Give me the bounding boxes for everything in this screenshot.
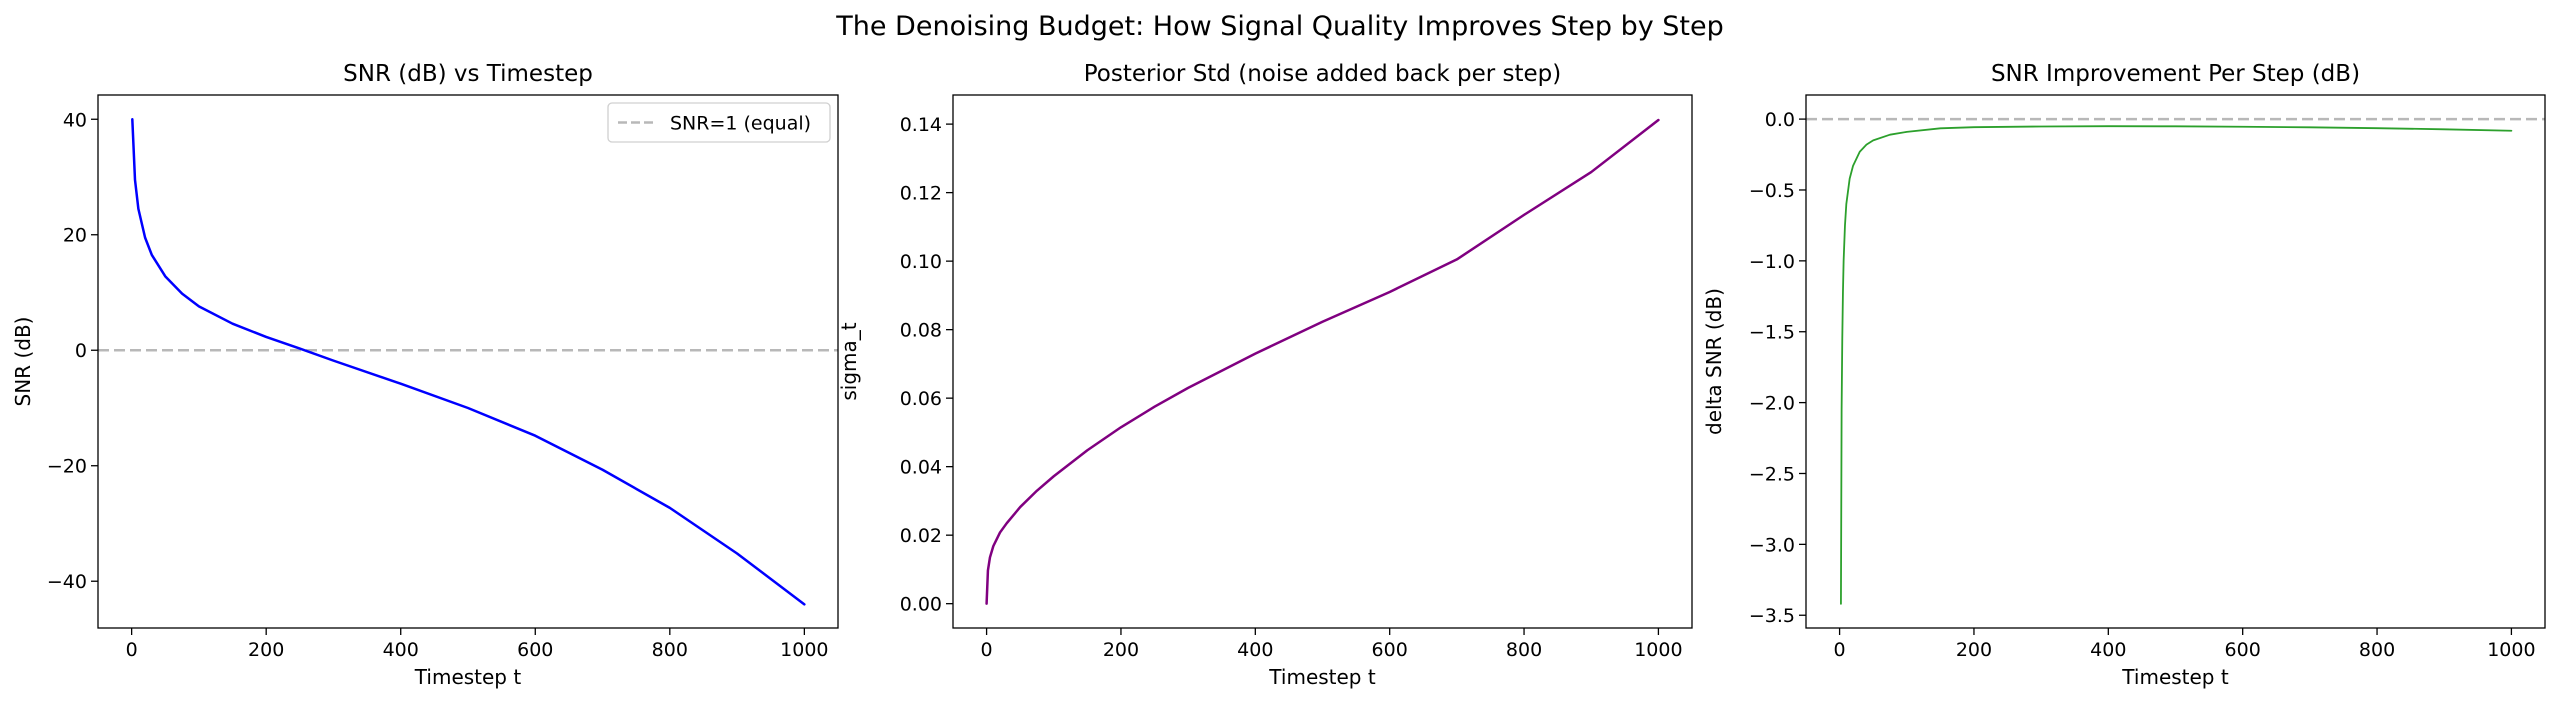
chart-posterior-std-ytick-label: 0.02	[900, 525, 942, 547]
chart-snr-xtick-label: 200	[248, 639, 284, 661]
chart-posterior-std-xtick-label: 1000	[1634, 639, 1682, 661]
chart-posterior-std-xtick-label: 200	[1103, 639, 1139, 661]
chart-snr-ytick-label: −20	[47, 456, 87, 478]
chart-posterior-std-xtick-label: 400	[1237, 639, 1273, 661]
chart-snr-improvement-ytick-label: −3.0	[1749, 534, 1795, 556]
chart-posterior-std-series-line-0	[985, 118, 1660, 605]
chart-snr-ytick-label: 0	[75, 340, 87, 362]
chart-posterior-std-xtick-label: 0	[981, 639, 993, 661]
chart-snr-improvement-xlabel: Timestep t	[2121, 665, 2229, 689]
chart-snr-legend: SNR=1 (equal)	[607, 102, 831, 143]
chart-snr-improvement-ytick-label: −2.5	[1749, 463, 1795, 485]
chart-snr-improvement-xtick-label: 800	[2359, 639, 2395, 661]
chart-snr-ylabel: SNR (dB)	[11, 317, 35, 407]
chart-posterior-std-ytick-label: 0.06	[900, 388, 942, 410]
chart-snr-improvement-ylabel: delta SNR (dB)	[1702, 288, 1726, 435]
chart-snr-ytick-label: 40	[63, 109, 87, 131]
chart-snr-xtick-label: 400	[383, 639, 419, 661]
chart-snr-xtick-label: 0	[126, 639, 138, 661]
chart-snr-improvement-xtick-label: 200	[1956, 639, 1992, 661]
chart-snr-improvement-xtick-label: 400	[2090, 639, 2126, 661]
chart-snr-xtick-label: 800	[652, 639, 688, 661]
figure-suptitle: The Denoising Budget: How Signal Quality…	[835, 11, 1724, 42]
chart-snr-improvement-axes-frame	[1805, 94, 2546, 629]
chart-posterior-std-ytick-label: 0.14	[900, 114, 942, 136]
chart-posterior-std-ytick-label: 0.10	[900, 251, 942, 273]
chart-posterior-std-ytick-label: 0.04	[900, 457, 942, 479]
chart-snr-improvement-title: SNR Improvement Per Step (dB)	[1991, 61, 2360, 87]
chart-snr-ytick-label: 20	[63, 225, 87, 247]
chart-posterior-std-title: Posterior Std (noise added back per step…	[1084, 61, 1562, 87]
chart-posterior-std-axes-frame	[952, 94, 1693, 629]
chart-snr-axes-frame	[97, 94, 839, 629]
chart-snr-improvement-ytick-label: −3.5	[1749, 605, 1795, 627]
chart-snr-improvement-ytick-label: 0.0	[1765, 109, 1795, 131]
chart-snr-improvement-ytick-label: −1.5	[1749, 322, 1795, 344]
chart-snr-improvement-xtick-label: 0	[1834, 639, 1846, 661]
chart-posterior-std-xlabel: Timestep t	[1268, 665, 1376, 689]
chart-snr-legend-label: SNR=1 (equal)	[670, 113, 811, 135]
chart-posterior-std-ytick-label: 0.08	[900, 320, 942, 342]
chart-snr-xlabel: Timestep t	[414, 665, 522, 689]
chart-snr-xtick-label: 1000	[780, 639, 828, 661]
chart-snr-improvement-ytick-label: −2.0	[1749, 393, 1795, 415]
chart-snr-improvement-xtick-label: 1000	[2487, 639, 2535, 661]
chart-snr-title: SNR (dB) vs Timestep	[343, 61, 593, 87]
chart-posterior-std-ytick-label: 0.12	[900, 183, 942, 205]
chart-snr-improvement-xtick-label: 600	[2225, 639, 2261, 661]
chart-snr-improvement-ytick-label: −0.5	[1749, 180, 1795, 202]
chart-posterior-std-xtick-label: 600	[1372, 639, 1408, 661]
chart-snr-ytick-label: −40	[47, 571, 87, 593]
chart-snr-xtick-label: 600	[517, 639, 553, 661]
chart-snr-series-line-0	[131, 118, 806, 606]
chart-snr-improvement-series-line-0	[1840, 125, 2513, 605]
chart-snr-legend-box	[607, 102, 831, 143]
subplot-posterior-std: Posterior Std (noise added back per step…	[837, 61, 1693, 689]
chart-snr-improvement-ytick-label: −1.0	[1749, 251, 1795, 273]
chart-posterior-std-ylabel: sigma_t	[837, 322, 861, 400]
chart-posterior-std-ytick-label: 0.00	[900, 594, 942, 616]
chart-posterior-std-xtick-label: 800	[1506, 639, 1542, 661]
subplot-snr-improvement: SNR Improvement Per Step (dB) 0 200 400 600 8…	[1702, 61, 2546, 689]
